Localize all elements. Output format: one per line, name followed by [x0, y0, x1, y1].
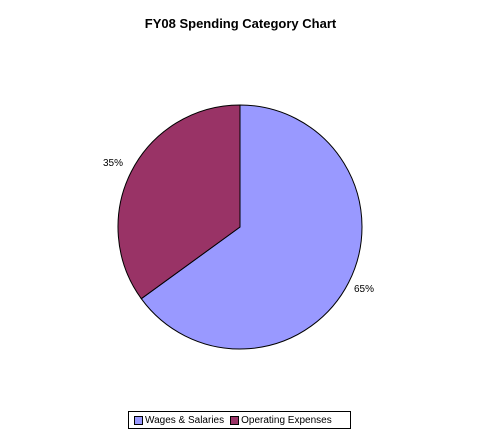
legend-swatch-wages: [134, 415, 143, 425]
legend-label-operating: Operating Expenses: [241, 414, 332, 426]
slice-label-wages: 65%: [354, 284, 375, 295]
chart-title: FY08 Spending Category Chart: [144, 16, 337, 31]
legend-label-wages: Wages & Salaries: [145, 414, 225, 426]
legend: Wages & Salaries Operating Expenses: [128, 411, 351, 429]
legend-item-wages: Wages & Salaries: [134, 415, 224, 426]
pie-slice-operating: [117, 104, 241, 300]
slice-label-operating: 35%: [103, 158, 124, 169]
pie-slice-wages: [140, 104, 363, 350]
legend-swatch-operating: [230, 415, 240, 425]
legend-item-operating: Operating Expenses: [230, 415, 332, 426]
